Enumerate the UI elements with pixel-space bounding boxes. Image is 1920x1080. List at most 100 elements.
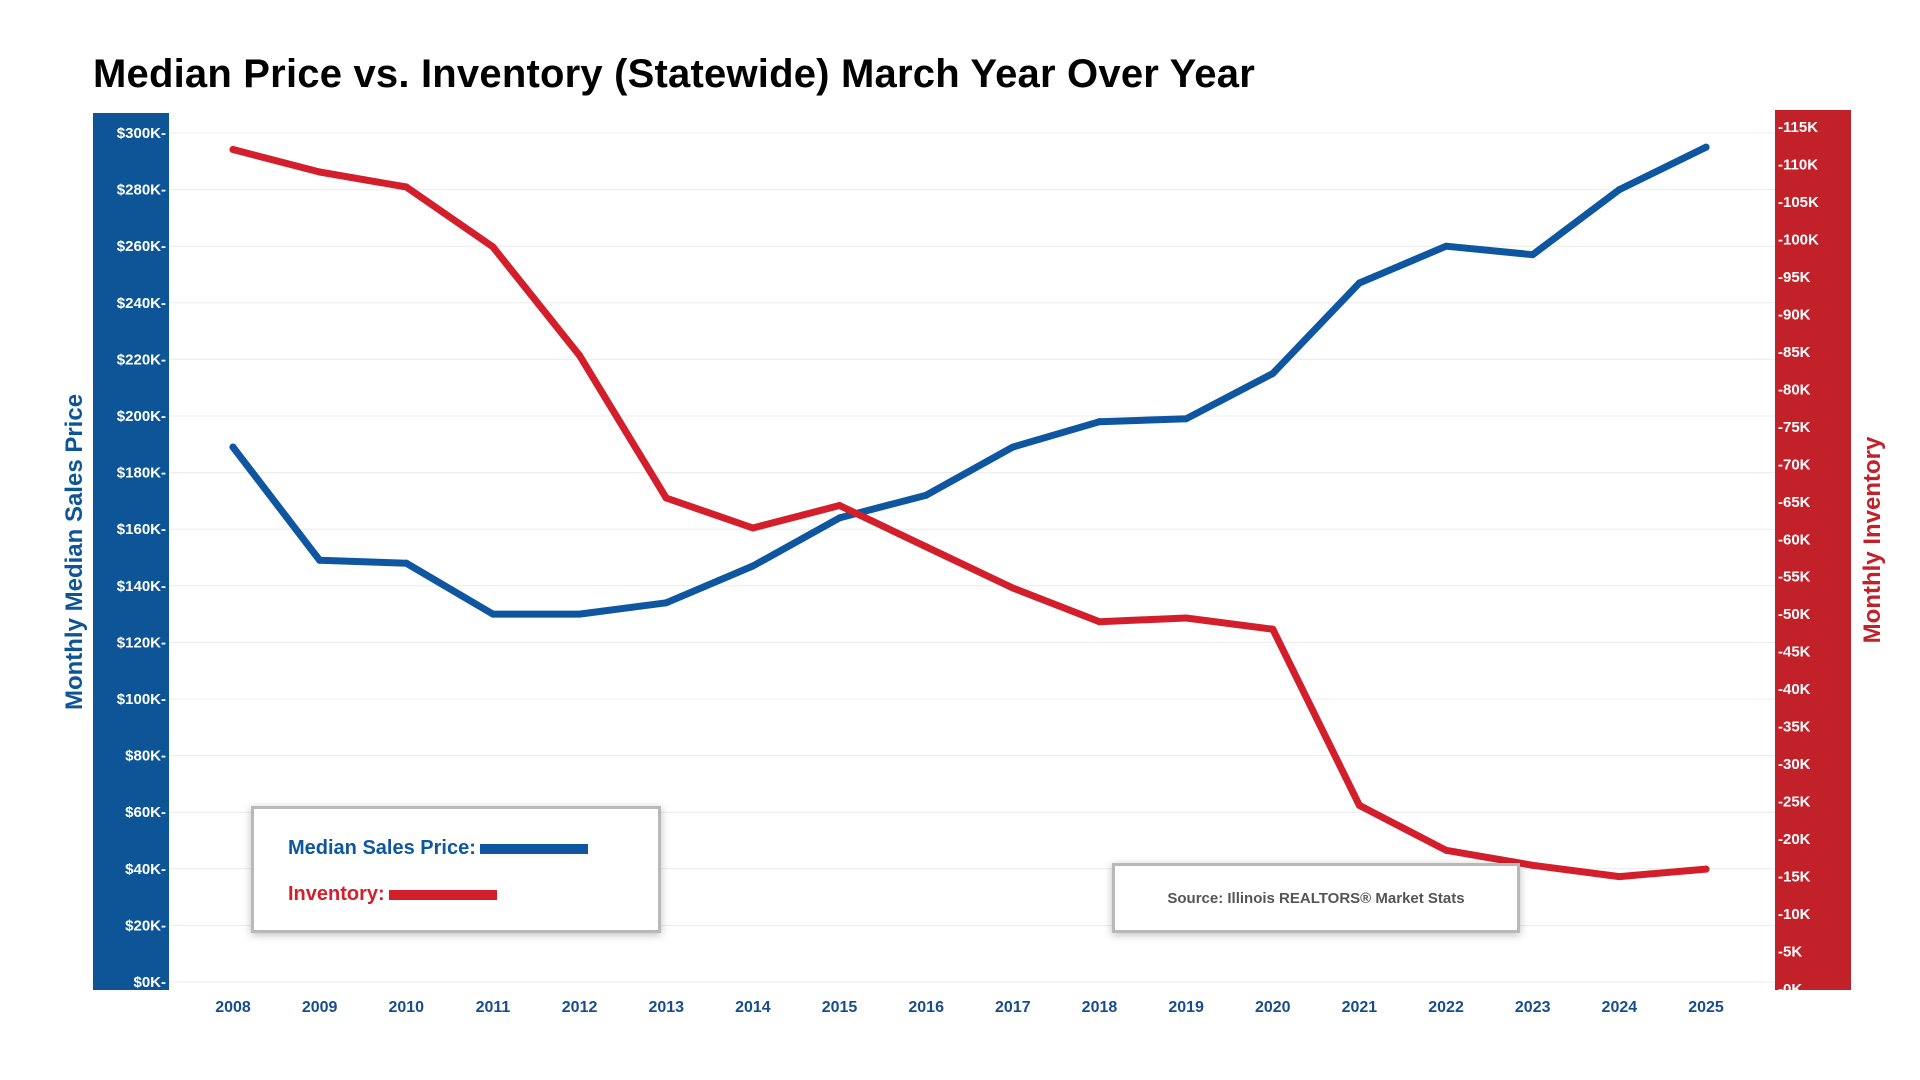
right-tick-label: -80K <box>1778 381 1811 398</box>
data-point-price <box>1355 279 1363 287</box>
data-point-price <box>1529 251 1537 259</box>
data-point-price <box>1702 143 1710 151</box>
data-point-price <box>1182 415 1190 423</box>
series-layer <box>229 143 1710 881</box>
left-tick-label: $20K- <box>125 917 166 934</box>
data-point-inventory <box>1529 861 1537 869</box>
left-tick-label: $120K- <box>117 634 166 651</box>
data-point-inventory <box>662 494 670 502</box>
left-tick-label: $100K- <box>117 691 166 708</box>
right-tick-label: -100K <box>1778 231 1819 248</box>
series-line-price <box>229 143 1710 618</box>
chart-title: Median Price vs. Inventory (Statewide) M… <box>93 52 1255 96</box>
data-point-inventory <box>1009 584 1017 592</box>
data-point-inventory <box>1702 865 1710 873</box>
right-tick-label: -45K <box>1778 644 1811 661</box>
data-point-price <box>922 491 930 499</box>
right-tick-label: -10K <box>1778 906 1811 923</box>
data-point-price <box>662 599 670 607</box>
right-tick-label: -110K <box>1778 156 1818 173</box>
x-tick-label: 2024 <box>1602 999 1638 1016</box>
right-axis-ticks: -0K -5K -10K -15K -20K -25K -30K -35K -40K -45K -5… <box>1778 119 1819 998</box>
legend-swatch-price <box>479 843 588 854</box>
data-point-inventory <box>1615 873 1623 881</box>
data-point-inventory <box>1182 614 1190 622</box>
x-axis-ticks: 2008 2009 2010 2011 2012 2013 2014 2015 2016 2017… <box>215 999 1724 1016</box>
source-note: Source: Illinois REALTORS® Market Stats <box>1167 889 1465 907</box>
legend-item-inventory: Inventory: <box>288 883 497 906</box>
x-tick-label: 2021 <box>1342 999 1378 1016</box>
right-tick-label: -25K <box>1778 794 1811 811</box>
data-point-inventory <box>489 243 497 251</box>
data-point-inventory <box>1355 801 1363 809</box>
right-tick-label: -15K <box>1778 869 1811 886</box>
legend-swatch-inventory <box>388 889 497 900</box>
right-tick-label: -20K <box>1778 831 1811 848</box>
left-tick-label: $240K- <box>117 295 166 312</box>
data-point-price <box>1442 242 1450 250</box>
x-tick-label: 2015 <box>822 999 858 1016</box>
left-tick-label: $60K- <box>125 804 166 821</box>
x-tick-label: 2009 <box>302 999 338 1016</box>
left-tick-label: $40K- <box>125 861 166 878</box>
x-tick-label: 2018 <box>1082 999 1118 1016</box>
right-axis-title: Monthly Inventory <box>1859 436 1886 643</box>
data-point-price <box>229 443 237 451</box>
right-tick-label: -55K <box>1778 569 1811 586</box>
right-tick-label: -75K <box>1778 419 1811 436</box>
right-tick-label: -50K <box>1778 606 1811 623</box>
data-point-inventory <box>316 168 324 176</box>
data-point-price <box>1615 186 1623 194</box>
right-tick-label: -65K <box>1778 494 1811 511</box>
data-point-price <box>489 610 497 618</box>
data-point-inventory <box>229 145 237 153</box>
right-tick-label: -70K <box>1778 456 1811 473</box>
x-tick-label: 2014 <box>735 999 771 1016</box>
x-tick-label: 2011 <box>476 999 511 1016</box>
data-point-inventory <box>1442 846 1450 854</box>
left-tick-label: $0K- <box>133 974 166 991</box>
x-tick-label: 2019 <box>1168 999 1204 1016</box>
left-tick-label: $160K- <box>117 521 166 538</box>
data-point-inventory <box>1269 625 1277 633</box>
right-tick-label: -40K <box>1778 681 1811 698</box>
legend-label-price: Median Sales Price: <box>288 837 476 859</box>
x-tick-label: 2020 <box>1255 999 1291 1016</box>
left-axis-title: Monthly Median Sales Price <box>61 394 88 710</box>
x-tick-label: 2013 <box>648 999 684 1016</box>
data-point-price <box>1269 370 1277 378</box>
right-tick-label: -30K <box>1778 756 1811 773</box>
left-tick-label: $180K- <box>117 465 166 482</box>
right-tick-label: -5K <box>1778 944 1802 961</box>
left-tick-label: $220K- <box>117 351 166 368</box>
data-point-price <box>836 514 844 522</box>
x-tick-label: 2012 <box>562 999 598 1016</box>
x-tick-label: 2017 <box>995 999 1031 1016</box>
left-tick-label: $80K- <box>125 748 166 765</box>
data-point-price <box>402 559 410 567</box>
data-point-inventory <box>836 502 844 510</box>
data-point-inventory <box>576 352 584 360</box>
data-point-price <box>576 610 584 618</box>
data-point-inventory <box>1095 618 1103 626</box>
x-tick-label: 2016 <box>908 999 944 1016</box>
right-tick-label: -105K <box>1778 194 1819 211</box>
legend-label-inventory: Inventory: <box>288 883 385 905</box>
right-tick-label: -90K <box>1778 306 1811 323</box>
data-point-price <box>316 556 324 564</box>
right-axis-panel <box>1775 110 1851 990</box>
legend-item-price: Median Sales Price: <box>288 837 588 860</box>
left-axis-panel <box>93 113 169 990</box>
data-point-price <box>749 562 757 570</box>
data-point-inventory <box>922 543 930 551</box>
x-tick-label: 2010 <box>388 999 424 1016</box>
legend: Median Sales Price: Inventory: <box>251 806 661 933</box>
right-tick-label: -35K <box>1778 719 1811 736</box>
x-tick-label: 2023 <box>1515 999 1551 1016</box>
data-point-price <box>1095 418 1103 426</box>
data-point-inventory <box>402 183 410 191</box>
series-line-inventory <box>229 146 1710 881</box>
x-tick-label: 2008 <box>215 999 251 1016</box>
left-axis-ticks: $0K- $20K- $40K- $60K- $80K- $100K- $120K- $140… <box>117 125 166 991</box>
right-tick-label: -115K <box>1778 119 1818 136</box>
